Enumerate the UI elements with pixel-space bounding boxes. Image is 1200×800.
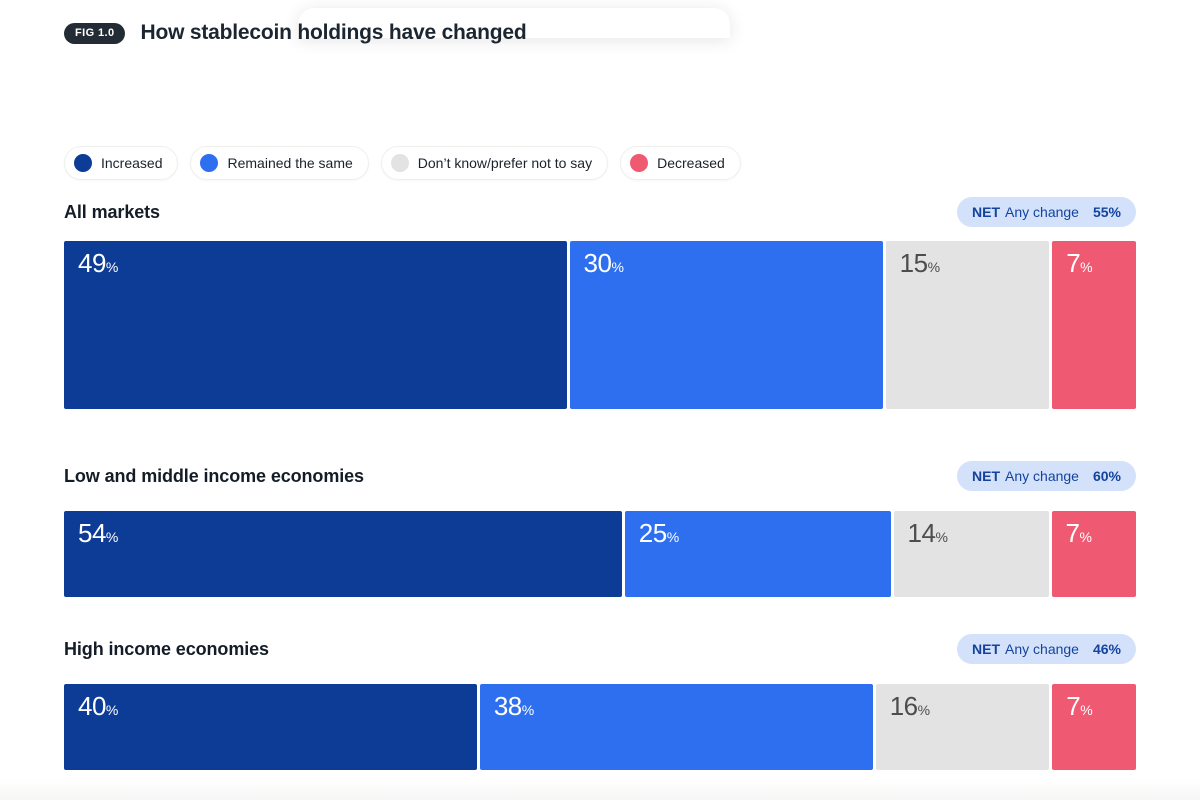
segment-value-label: 38: [493, 691, 522, 721]
bar-segment-don-t-know-prefer-not-to-say: 15%: [885, 241, 1050, 409]
segment-value-label: 14: [907, 518, 936, 548]
bar-segment-decreased: 7%: [1052, 684, 1137, 770]
stacked-bar-row: 49% 30% 15% 7%: [64, 241, 1136, 409]
figure-number-badge: FIG 1.0: [64, 22, 126, 44]
segment-value-label: 15: [899, 248, 928, 278]
legend-label: Decreased: [657, 155, 725, 171]
group-section-high-income-economies: High income economies NET Any change 46% 40%…: [64, 634, 1137, 770]
figure-header: FIG 1.0 How stablecoin holdings have cha…: [64, 0, 1136, 45]
net-value: 55%: [1092, 204, 1121, 220]
segment-percent-sign: %: [666, 529, 680, 545]
net-any-change-badge: NET Any change 55%: [957, 197, 1136, 227]
bar-segment-remained-the-same: 30%: [569, 241, 883, 409]
legend-label: Don’t know/prefer not to say: [417, 155, 593, 171]
segment-percent-sign: %: [1079, 529, 1092, 545]
net-value: 60%: [1092, 468, 1121, 484]
bar-segment-decreased: 7%: [1051, 511, 1136, 597]
segment-value-label: 40: [78, 691, 106, 721]
legend-label: Remained the same: [227, 155, 353, 171]
group-header: High income economies NET Any change 46%: [64, 634, 1136, 664]
net-prefix: NET: [972, 468, 1001, 484]
net-text: Any change: [1005, 641, 1079, 657]
segment-value-label: 7: [1066, 248, 1081, 278]
stacked-bar-row: 54% 25% 14% 7%: [64, 511, 1136, 597]
group-section-low-and-middle-income-economies: Low and middle income economies NET Any ch…: [64, 461, 1136, 597]
net-prefix: NET: [972, 641, 1001, 657]
figure-title: How stablecoin holdings have changed: [140, 21, 527, 44]
legend-chip-remained-the-same[interactable]: Remained the same: [190, 146, 369, 180]
net-any-change-badge: NET Any change 60%: [957, 461, 1136, 491]
legend-chip-increased[interactable]: Increased: [64, 146, 179, 180]
segment-percent-sign: %: [611, 259, 624, 275]
segment-value-label: 16: [889, 691, 918, 721]
group-title: All markets: [64, 201, 160, 222]
segment-percent-sign: %: [935, 529, 948, 545]
group-title: Low and middle income economies: [64, 465, 364, 486]
bar-segment-decreased: 7%: [1052, 241, 1136, 409]
legend-chip-decreased[interactable]: Decreased: [620, 146, 741, 180]
segment-value-label: 7: [1065, 518, 1080, 548]
segment-value-label: 54: [78, 518, 106, 548]
figure-card: FIG 1.0 How stablecoin holdings have cha…: [64, 0, 1137, 770]
legend-label: Increased: [101, 155, 163, 171]
segment-value-label: 7: [1066, 691, 1081, 721]
card-top-edge: [298, 8, 730, 38]
net-text: Any change: [1005, 204, 1079, 220]
legend-dot-icon: [200, 154, 219, 172]
segment-percent-sign: %: [1080, 702, 1093, 718]
stacked-bar-row: 40% 38% 16% 7%: [64, 684, 1137, 770]
segment-percent-sign: %: [105, 702, 119, 718]
segment-percent-sign: %: [927, 259, 941, 275]
legend-dot-icon: [630, 154, 649, 172]
segment-value-label: 49: [78, 248, 106, 278]
bar-segment-increased: 40%: [64, 684, 477, 770]
group-section-all-markets: All markets NET Any change 55% 49% 30% 15% 7%: [64, 197, 1136, 409]
segment-percent-sign: %: [917, 702, 931, 718]
segment-percent-sign: %: [105, 259, 119, 275]
segment-percent-sign: %: [105, 529, 119, 545]
bar-segment-don-t-know-prefer-not-to-say: 16%: [875, 684, 1050, 770]
bar-segment-increased: 54%: [64, 511, 622, 597]
segment-value-label: 30: [583, 248, 612, 278]
chart-groups: All markets NET Any change 55% 49% 30% 15% 7% Lo…: [64, 197, 1137, 770]
legend-dot-icon: [390, 154, 409, 172]
net-prefix: NET: [972, 204, 1001, 220]
legend: Increased Remained the same Don’t know/pre…: [64, 146, 1136, 180]
legend-dot-icon: [74, 154, 92, 172]
group-header: All markets NET Any change 55%: [64, 197, 1136, 227]
group-header: Low and middle income economies NET Any ch…: [64, 461, 1136, 491]
segment-percent-sign: %: [1080, 259, 1093, 275]
segment-value-label: 25: [638, 518, 667, 548]
net-any-change-badge: NET Any change 46%: [957, 634, 1136, 664]
net-value: 46%: [1092, 641, 1121, 657]
group-title: High income economies: [64, 638, 269, 659]
bar-segment-remained-the-same: 38%: [479, 684, 873, 770]
segment-percent-sign: %: [521, 702, 535, 718]
net-text: Any change: [1005, 468, 1079, 484]
bar-segment-remained-the-same: 25%: [624, 511, 891, 597]
legend-chip-don-t-know-prefer-not-to-say[interactable]: Don’t know/prefer not to say: [380, 146, 609, 180]
bar-segment-don-t-know-prefer-not-to-say: 14%: [893, 511, 1049, 597]
bottom-shadow: [0, 778, 1200, 800]
bar-segment-increased: 49%: [64, 241, 567, 409]
